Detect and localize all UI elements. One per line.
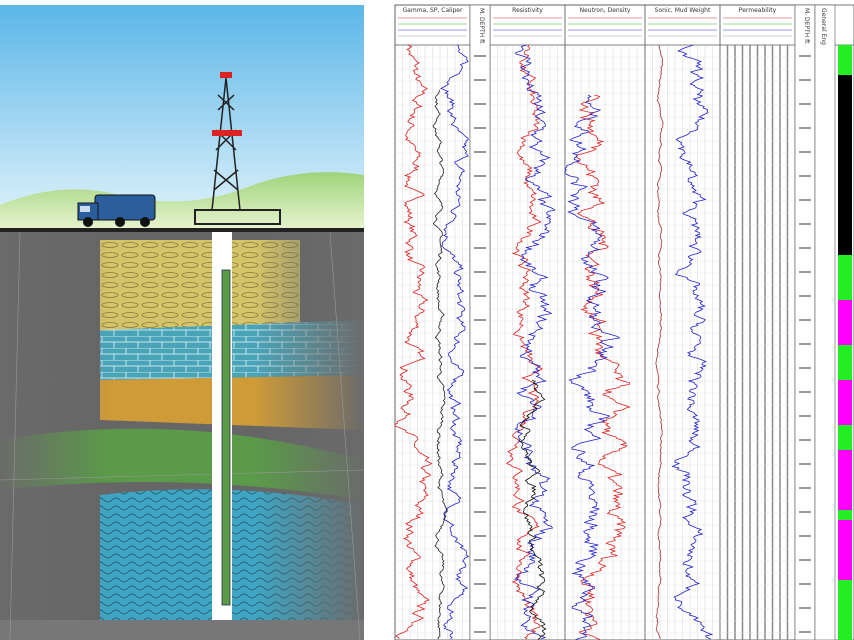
depth-label: M. DEPTH ft [803, 8, 810, 44]
depth-tick [474, 631, 486, 633]
depth-tick [799, 127, 811, 129]
depth-tick [799, 247, 811, 249]
depth-tick [799, 391, 811, 393]
track-title: Neutron, Density [580, 7, 631, 14]
eng-column [815, 5, 835, 640]
depth-tick [474, 511, 486, 513]
depth-tick [799, 439, 811, 441]
depth-tick [474, 415, 486, 417]
depth-tick [474, 487, 486, 489]
depth-tick [474, 223, 486, 225]
lithology-band [838, 510, 852, 520]
depth-tick [799, 487, 811, 489]
depth-tick [799, 103, 811, 105]
depth-tick [799, 511, 811, 513]
lithology-band [838, 75, 852, 255]
general-eng-label: General Eng [820, 8, 827, 45]
depth-tick [474, 271, 486, 273]
depth-tick [799, 607, 811, 609]
depth-tick [474, 535, 486, 537]
depth-tick [799, 223, 811, 225]
depth-tick [474, 151, 486, 153]
depth-tick [474, 463, 486, 465]
depth-tick [474, 175, 486, 177]
depth-tick [799, 535, 811, 537]
depth-tick [799, 55, 811, 57]
depth-tick [474, 319, 486, 321]
depth-tick [799, 559, 811, 561]
lithology-band [838, 45, 852, 75]
lithology-band [838, 345, 852, 380]
lithology-band [838, 380, 852, 425]
track-title: Sonic, Mud Weight [655, 7, 711, 14]
depth-tick [474, 127, 486, 129]
depth-tick [474, 607, 486, 609]
depth-tick [474, 103, 486, 105]
depth-tick [799, 343, 811, 345]
track-title: Gamma, SP, Caliper [403, 7, 463, 14]
depth-tick [799, 79, 811, 81]
depth-column [470, 5, 490, 640]
lithology-band [838, 580, 852, 640]
depth-tick [799, 631, 811, 633]
depth-tick [799, 151, 811, 153]
depth-tick [474, 391, 486, 393]
depth-tick [474, 343, 486, 345]
depth-label: M. DEPTH ft [478, 8, 485, 44]
depth-tick [474, 79, 486, 81]
depth-tick [474, 439, 486, 441]
depth-tick [474, 559, 486, 561]
depth-tick [799, 415, 811, 417]
depth-tick [799, 271, 811, 273]
depth-tick [799, 463, 811, 465]
depth-tick [799, 583, 811, 585]
depth-tick [474, 247, 486, 249]
depth-tick [799, 319, 811, 321]
lithology-band [838, 255, 852, 300]
page: Gamma, SP, Caliper Resistivity Neutron, De… [0, 0, 854, 640]
lithology-band [838, 450, 852, 510]
well-log: Gamma, SP, Caliper Resistivity Neutron, De… [395, 5, 854, 640]
depth-tick [799, 175, 811, 177]
track-title: Permeability [739, 7, 777, 14]
lithology-band [838, 300, 852, 345]
lithology-band [838, 425, 852, 450]
illustration [0, 5, 364, 640]
depth-tick [474, 295, 486, 297]
depth-tick [799, 367, 811, 369]
lithology-band [838, 520, 852, 580]
track-title: Resistivity [512, 7, 543, 14]
depth-tick [474, 583, 486, 585]
depth-tick [474, 367, 486, 369]
depth-tick [799, 199, 811, 201]
depth-tick [474, 199, 486, 201]
depth-column [795, 5, 815, 640]
depth-tick [474, 55, 486, 57]
depth-tick [799, 295, 811, 297]
